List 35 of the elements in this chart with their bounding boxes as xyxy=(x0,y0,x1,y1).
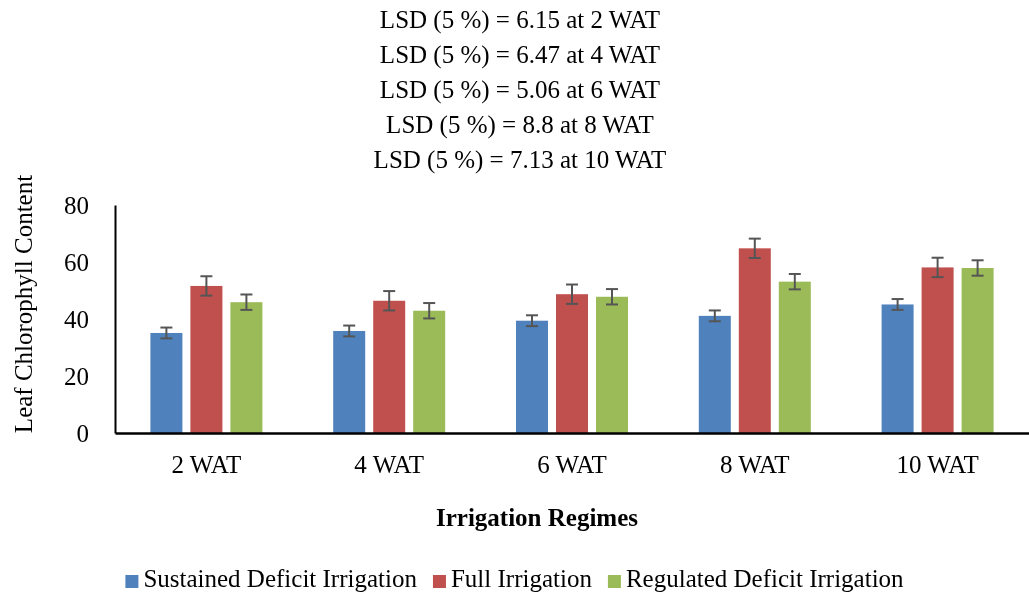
bar xyxy=(413,310,446,433)
bar xyxy=(516,320,548,433)
y-tick-label: 0 xyxy=(76,419,89,447)
x-tick-label: 2 WAT xyxy=(171,450,242,478)
text: LSD (5 %) = 6.47 at 4 WAT xyxy=(379,41,661,69)
bar xyxy=(778,281,811,433)
x-tick-label: 4 WAT xyxy=(354,450,425,478)
legend-label: Regulated Deficit Irrigation xyxy=(625,565,905,592)
y-tick-label: 40 xyxy=(64,305,89,333)
x-tick-label: 6 WAT xyxy=(537,450,607,478)
x-tick-label: 8 WAT xyxy=(719,450,790,478)
bar xyxy=(556,294,588,433)
x-axis-title: Irrigation Regimes xyxy=(435,504,639,531)
text: LSD (5 %) = 8.8 at 8 WAT xyxy=(386,111,654,139)
y-tick-label: 20 xyxy=(64,362,89,390)
bar xyxy=(961,267,994,433)
text: LSD (5 %) = 7.13 at 10 WAT xyxy=(373,146,667,174)
text: LSD (5 %) = 6.15 at 2 WAT xyxy=(379,6,661,34)
y-tick-label: 60 xyxy=(64,248,89,276)
bar xyxy=(921,267,954,433)
bar xyxy=(738,248,771,433)
text: LSD (5 %) = 5.06 at 6 WAT xyxy=(379,76,661,104)
bar xyxy=(333,330,366,433)
bar xyxy=(230,302,263,433)
bar xyxy=(698,315,731,433)
legend-label: Sustained Deficit Irrigation xyxy=(143,565,418,592)
legend-label: Full Irrigation xyxy=(450,565,593,592)
bar xyxy=(373,300,406,433)
bar xyxy=(150,332,183,433)
bar xyxy=(881,304,914,433)
y-axis-title: Leaf Chlorophyll Content xyxy=(10,174,37,434)
bar xyxy=(596,296,628,433)
y-tick-label: 80 xyxy=(64,191,89,219)
x-tick-label: 10 WAT xyxy=(896,450,979,478)
bar xyxy=(190,285,223,433)
